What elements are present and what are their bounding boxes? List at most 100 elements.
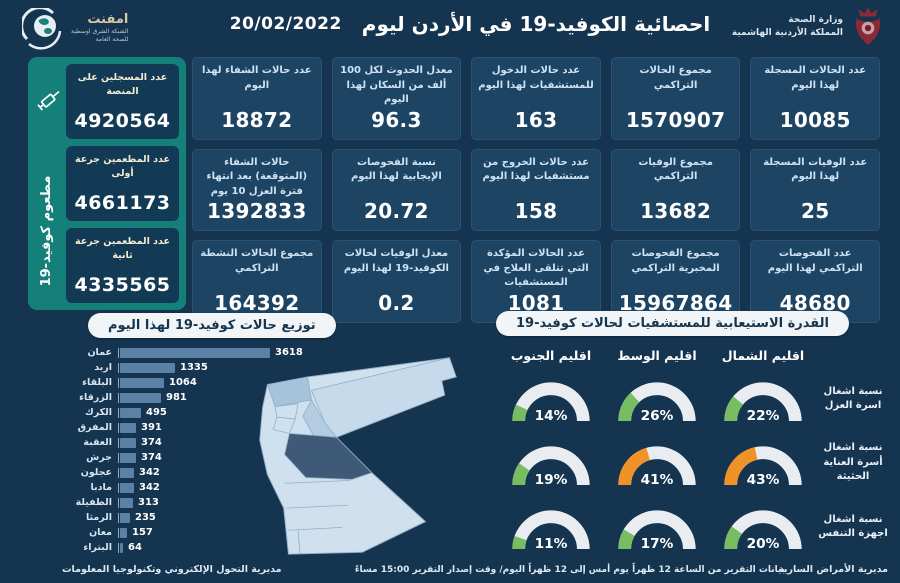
gauge-cell: 11% (504, 502, 598, 553)
gauge: 14% (512, 381, 590, 424)
gauge-cell: 26% (610, 374, 704, 425)
bar-value: 342 (139, 467, 160, 478)
gauge-value: 14% (535, 408, 568, 424)
stat-card-label: معدل الوفيات لحالات الكوفيد-19 لهذا اليو… (343, 248, 449, 274)
stat-card-label: عدد حالات الشفاء لهذا اليوم (201, 65, 312, 91)
stat-card: معدل الحدوث لكل 100 ألف من السكان لهذا ا… (331, 57, 462, 140)
bar-value: 64 (128, 542, 142, 553)
gauge: 19% (512, 445, 590, 488)
bar-category-label: الزرقاء (79, 392, 112, 403)
bar-category-label: الكرك (85, 407, 112, 418)
stat-card: مجموع الوفيات التراكمي 13682 (610, 148, 741, 231)
vaccine-card: عدد المطعمين جرعة ثانية 4335565 (66, 228, 179, 303)
stat-card: نسبة الفحوصات الإيجابية لهذا اليوم 20.72 (331, 148, 462, 231)
emphnet-logo: امفنت الشبكة الشرق اوسطية للصحة العامة (22, 8, 128, 50)
gauges-title: القدرة الاستيعابية للمستشفيات لحالات كوف… (496, 311, 849, 336)
ministry-line2: المملكة الأردنية الهاشمية (731, 28, 843, 38)
bar-track (118, 512, 130, 523)
gauge-column-header: اقليم الشمال (721, 347, 805, 363)
gauge-value: 22% (747, 408, 780, 424)
stat-card-label: معدل الحدوث لكل 100 ألف من السكان لهذا ا… (340, 65, 453, 105)
bar (120, 437, 136, 448)
gauge: 20% (724, 509, 802, 552)
bar-value: 1335 (180, 362, 208, 373)
bar-track (118, 437, 136, 448)
bar (120, 407, 141, 418)
header-title-block: 20/02/2022 احصائية الكوفيد-19 في الأردن … (225, 12, 715, 36)
emphnet-logo-text: امفنت الشبكة الشرق اوسطية للصحة العامة (71, 13, 128, 44)
jordan-crest-icon (855, 7, 881, 45)
bar-chart: عمان 3618 اربد 1335 البلقاء 1064 الزرقاء 981 الك… (56, 345, 356, 555)
vaccine-card-value: 4335565 (74, 274, 171, 296)
bar (120, 542, 123, 553)
logo-subtitle-2: للصحة العامة (95, 36, 129, 44)
vaccination-panel-side: مطعوم كوفيد-19 (28, 57, 68, 310)
gauge-cell: 17% (610, 502, 704, 553)
logo-name: امفنت (87, 12, 129, 28)
gauge: 22% (724, 381, 802, 424)
gauge-value: 41% (641, 472, 674, 488)
map-amman (284, 433, 373, 480)
jordan-map (206, 352, 484, 562)
gauge-value: 20% (747, 536, 780, 552)
bar-row: مادبا 342 (56, 480, 356, 495)
stat-card-label: حالات الشفاء (المتوقعة) بعد انتهاء فترة … (206, 156, 308, 197)
map-border-line (297, 530, 301, 555)
globe-icon (22, 8, 62, 50)
gauge-cell: 22% (716, 374, 810, 425)
stat-card-label: مجموع الوفيات التراكمي (638, 156, 713, 183)
footer-right: مديرية الأمراض السارية (778, 564, 888, 575)
stat-card-label: مجموع الحالات التراكمي (639, 65, 712, 91)
bar (120, 482, 134, 493)
gauge: 17% (618, 509, 696, 552)
vaccine-card-label: عدد المطعمين جرعة أولى (74, 154, 171, 180)
bar-row: الزرقاء 981 (56, 390, 356, 405)
stat-card: مجموع الحالات النشطة التراكمي 164392 (192, 240, 322, 323)
footer-left: مديرية التحول الإلكتروني وتكنولوجيا المع… (62, 564, 282, 575)
bar-track (118, 392, 161, 403)
stat-card: حالات الشفاء (المتوقعة) بعد انتهاء فترة … (192, 148, 322, 231)
stat-card-value: 1392833 (207, 199, 307, 223)
bar-track (118, 542, 123, 553)
bar-value: 391 (141, 422, 162, 433)
vaccine-card: عدد المسجلين على المنصة 4920564 (66, 64, 179, 139)
gauge: 43% (724, 445, 802, 488)
vaccine-card: عدد المطعمين جرعة أولى 4661173 (66, 146, 179, 221)
vaccine-card-label: عدد المطعمين جرعة ثانية (74, 236, 171, 262)
map-border-line (288, 526, 343, 531)
gauge-cell: 14% (504, 374, 598, 425)
bar-category-label: المفرق (77, 422, 112, 433)
map-ajloun-jerash (274, 403, 299, 420)
stat-card-value: 18872 (221, 107, 293, 132)
stat-card: مجموع الحالات التراكمي 1570907 (610, 57, 741, 140)
bar-chart-title: توزيع حالات كوفيد-19 لهذا اليوم (88, 313, 336, 338)
bar-row: العقبة 374 (56, 435, 356, 450)
bar-row: معان 157 (56, 525, 356, 540)
stat-card-label: مجموع الفحوصات المخبرية التراكمي (631, 248, 720, 274)
bar-track (118, 377, 164, 388)
bar (120, 377, 164, 388)
bar-category-label: العقبة (83, 437, 112, 448)
gauge-row-label: نسبة اشغال أسرة العناية الحثيثة (823, 442, 883, 483)
gauge-cell: 20% (716, 502, 810, 553)
vaccine-card-value: 4661173 (74, 192, 171, 214)
bar (120, 467, 134, 478)
bar (120, 362, 175, 373)
stat-card-value: 0.2 (378, 290, 415, 315)
ministry-text: وزارة الصحة المملكة الأردنية الهاشمية (732, 14, 843, 41)
stat-card-value: 20.72 (364, 199, 429, 223)
stat-card-value: 1570907 (625, 107, 726, 132)
bar-track (118, 527, 127, 538)
stat-card-label: عدد الحالات المؤكدة التي تتلقى العلاج في… (483, 248, 589, 288)
gauge-value: 43% (747, 472, 780, 488)
bar-track (118, 422, 136, 433)
report-date: 20/02/2022 (229, 14, 342, 34)
map-border-line (286, 504, 348, 509)
bar-value: 981 (166, 392, 187, 403)
footer-center: بيانات التقرير من الساعة 12 ظهراً يوم أم… (354, 565, 786, 575)
bar-category-label: معان (89, 527, 112, 538)
bar-track (118, 347, 270, 358)
map-border-line (284, 480, 351, 484)
stat-card: مجموع الفحوصات المخبرية التراكمي 15967864 (610, 240, 741, 323)
bar-value: 495 (146, 407, 167, 418)
